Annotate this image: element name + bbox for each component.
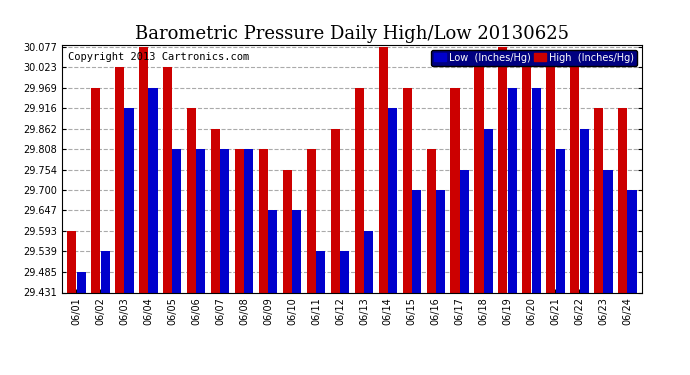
Bar [508, 88, 517, 292]
Bar [67, 231, 77, 292]
Bar [101, 252, 110, 292]
Bar [402, 88, 412, 292]
Bar [412, 190, 421, 292]
Bar [124, 108, 134, 292]
Bar [426, 149, 435, 292]
Bar [77, 272, 86, 292]
Bar [235, 149, 244, 292]
Bar [91, 88, 100, 292]
Bar [340, 252, 349, 292]
Bar [364, 231, 373, 292]
Bar [355, 88, 364, 292]
Bar [187, 108, 196, 292]
Bar [259, 149, 268, 292]
Bar [451, 88, 460, 292]
Bar [570, 68, 580, 292]
Bar [148, 88, 157, 292]
Bar [283, 170, 292, 292]
Bar [475, 68, 484, 292]
Bar [594, 108, 603, 292]
Bar [498, 47, 507, 292]
Bar [460, 170, 469, 292]
Bar [292, 210, 302, 292]
Bar [307, 149, 316, 292]
Bar [604, 170, 613, 292]
Text: Copyright 2013 Cartronics.com: Copyright 2013 Cartronics.com [68, 53, 249, 62]
Bar [522, 68, 531, 292]
Bar [331, 129, 339, 292]
Bar [436, 190, 445, 292]
Bar [555, 149, 564, 292]
Bar [618, 108, 627, 292]
Bar [379, 47, 388, 292]
Bar [532, 88, 541, 292]
Bar [316, 252, 325, 292]
Bar [388, 108, 397, 292]
Bar [580, 129, 589, 292]
Bar [163, 68, 172, 292]
Bar [244, 149, 253, 292]
Bar [220, 149, 229, 292]
Legend: Low  (Inches/Hg), High  (Inches/Hg): Low (Inches/Hg), High (Inches/Hg) [431, 50, 637, 66]
Title: Barometric Pressure Daily High/Low 20130625: Barometric Pressure Daily High/Low 20130… [135, 26, 569, 44]
Bar [268, 210, 277, 292]
Bar [115, 68, 124, 292]
Bar [484, 129, 493, 292]
Bar [197, 149, 206, 292]
Bar [546, 68, 555, 292]
Bar [211, 129, 220, 292]
Bar [172, 149, 181, 292]
Bar [627, 190, 637, 292]
Bar [139, 47, 148, 292]
